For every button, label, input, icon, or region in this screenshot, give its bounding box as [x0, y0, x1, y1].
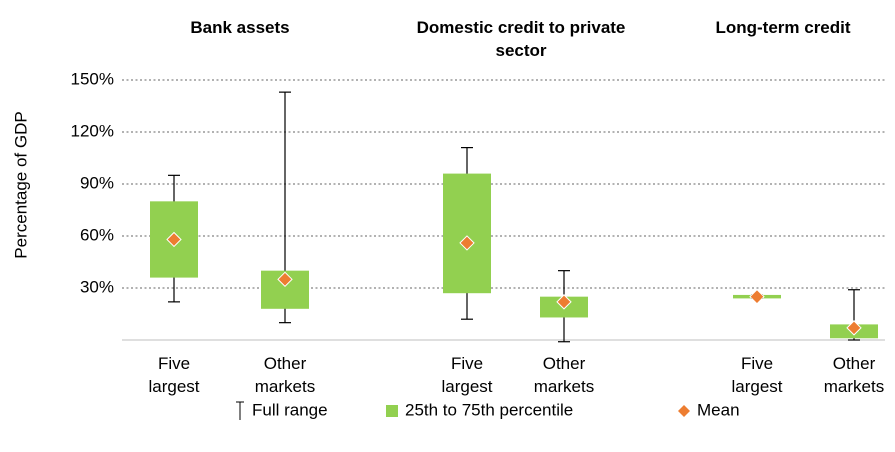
legend-box-icon	[386, 405, 398, 417]
x-tick-label: Other markets	[823, 354, 885, 396]
y-tick-label: 60%	[80, 225, 114, 244]
mean-marker	[277, 271, 293, 288]
x-tick-label: Other markets	[254, 354, 316, 396]
y-tick-label: 30%	[80, 277, 114, 296]
legend-label: 25th to 75th percentile	[405, 400, 573, 419]
y-tick-label: 90%	[80, 173, 114, 192]
y-tick-label: 150%	[71, 69, 114, 88]
x-tick-label: Five largest	[148, 354, 200, 396]
mean-marker	[556, 294, 572, 310]
mean-marker	[846, 320, 862, 336]
legend-label: Mean	[697, 400, 740, 419]
group-title: Bank assets	[190, 18, 290, 37]
y-axis-label: Percentage of GDP	[11, 111, 30, 258]
legend-label: Full range	[252, 400, 328, 419]
mean-marker	[749, 288, 765, 305]
group-title: Domestic credit to private sector	[416, 18, 626, 60]
group-title: Long-term credit	[715, 18, 851, 37]
mean-marker	[459, 235, 475, 251]
x-tick-label: Five largest	[731, 354, 783, 396]
y-tick-label: 120%	[71, 121, 114, 140]
x-tick-label: Five largest	[441, 354, 493, 396]
mean-marker	[166, 231, 182, 248]
box	[443, 173, 491, 294]
x-tick-label: Other markets	[533, 354, 595, 396]
legend-mean-icon	[678, 405, 690, 417]
